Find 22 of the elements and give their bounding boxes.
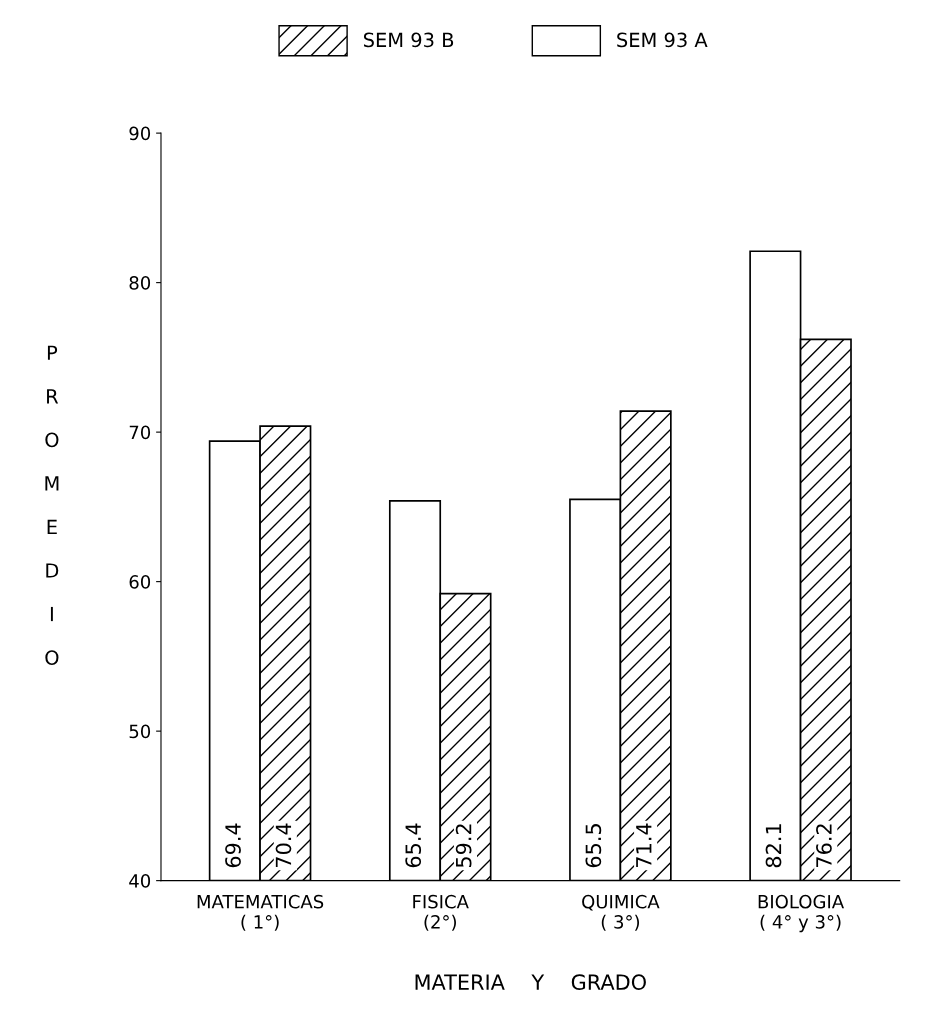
- y-tick-label: 40: [129, 874, 151, 888]
- data-label: 65.4: [405, 823, 422, 868]
- data-label: 59.2: [455, 824, 472, 868]
- data-label: 69.4: [225, 823, 241, 868]
- text: PROMEDIO: [45, 345, 59, 665]
- y-tick-label: 60: [129, 575, 151, 589]
- x-tick-label: BIOLOGIA ( 4° y 3°): [758, 894, 845, 933]
- x-tick-label: MATEMATICAS ( 1°): [197, 894, 324, 931]
- data-label: 70.4: [275, 823, 292, 867]
- y-tick-label: 50: [129, 724, 151, 739]
- legend-label: SEM 93 A: [617, 32, 708, 48]
- x-tick-label: QUIMICA ( 3°): [582, 894, 660, 931]
- x-axis-title: MATERIA Y GRADO: [415, 974, 646, 991]
- y-tick-label: 90: [129, 126, 151, 141]
- legend-label: SEM 93 B: [363, 32, 454, 48]
- data-label: 65.5: [585, 824, 602, 868]
- data-label: 76.2: [816, 824, 832, 867]
- x-tick-label: FISICA (2°): [413, 894, 469, 931]
- y-tick-label: 80: [129, 276, 151, 290]
- data-label: 71.4: [636, 823, 652, 867]
- y-tick-label: 70: [129, 425, 151, 440]
- data-label: 82.1: [765, 824, 782, 868]
